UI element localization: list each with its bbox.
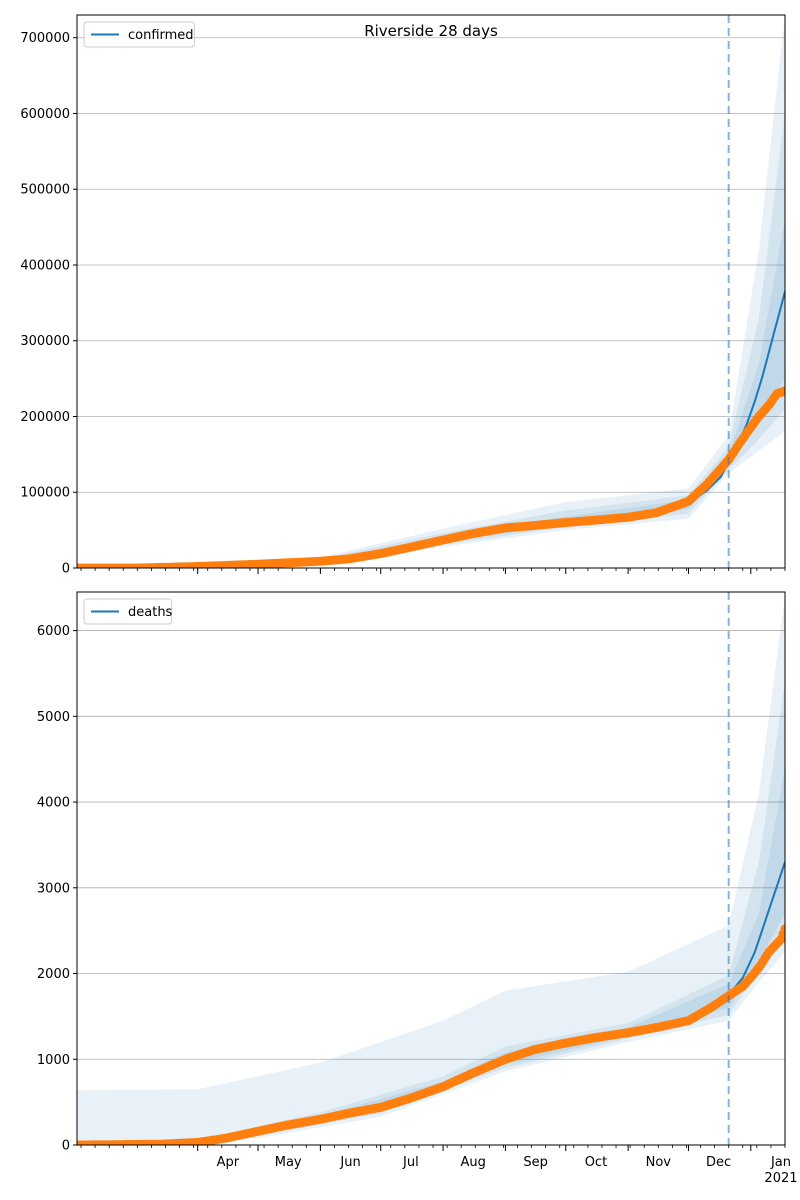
y-tick-label: 400000 bbox=[20, 258, 70, 273]
y-tick-label: 6000 bbox=[37, 624, 70, 639]
x-tick-label: Oct bbox=[585, 1155, 607, 1170]
y-tick-label: 300000 bbox=[20, 334, 70, 349]
y-tick-label: 200000 bbox=[20, 410, 70, 425]
x-tick-label: Dec bbox=[706, 1155, 731, 1170]
plot-area bbox=[77, 596, 785, 1145]
axes-frame bbox=[76, 591, 786, 1146]
plot-area bbox=[77, 15, 785, 568]
confidence-band-2 bbox=[77, 682, 785, 1145]
x-tick-label: Apr bbox=[217, 1155, 240, 1170]
x-tick-label: Jun bbox=[339, 1155, 360, 1170]
data-point bbox=[780, 386, 785, 396]
x-tick-label: Aug bbox=[461, 1155, 486, 1170]
y-tick-label: 3000 bbox=[37, 881, 70, 896]
legend-label: deaths bbox=[128, 605, 173, 620]
y-tick-label: 0 bbox=[62, 1139, 70, 1154]
y-tick-label: 100000 bbox=[20, 486, 70, 501]
y-tick-label: 5000 bbox=[37, 710, 70, 725]
y-tick-label: 0 bbox=[62, 562, 70, 577]
panel-confirmed: 0 100000 200000 300000 400000 500000 600000 700… bbox=[20, 14, 786, 577]
y-tick-label: 700000 bbox=[20, 31, 70, 46]
legend: confirmed bbox=[83, 21, 195, 48]
confidence-band-1 bbox=[77, 15, 785, 568]
x-tick-label: Jan bbox=[770, 1155, 791, 1170]
x-tick-label: May bbox=[275, 1155, 302, 1170]
y-tick-label: 2000 bbox=[37, 967, 70, 982]
panel-deaths: 0 1000 2000 3000 4000 5000 6000 Apr May Jun Jul Aug… bbox=[37, 591, 798, 1186]
x-tick-label: Nov bbox=[646, 1155, 672, 1170]
x-tick-year-label: 2021 bbox=[764, 1171, 797, 1186]
y-tick-label: 600000 bbox=[20, 107, 70, 122]
x-tick-label: Jul bbox=[402, 1155, 419, 1170]
x-tick-label: Sep bbox=[523, 1155, 548, 1170]
y-tick-label: 500000 bbox=[20, 183, 70, 198]
y-tick-label: 1000 bbox=[37, 1053, 70, 1068]
data-point bbox=[780, 924, 785, 934]
observed-points bbox=[77, 386, 785, 568]
legend-label: confirmed bbox=[128, 28, 194, 43]
legend-box bbox=[83, 598, 173, 625]
chart-title: Riverside 28 days bbox=[364, 22, 498, 40]
axes-frame bbox=[76, 14, 786, 569]
legend: deaths bbox=[83, 598, 173, 625]
confidence-band-1 bbox=[77, 596, 785, 1145]
legend-box bbox=[83, 21, 195, 48]
series-line-confirmed bbox=[77, 291, 785, 568]
y-tick-label: 4000 bbox=[37, 796, 70, 811]
observed-points bbox=[77, 924, 785, 1145]
